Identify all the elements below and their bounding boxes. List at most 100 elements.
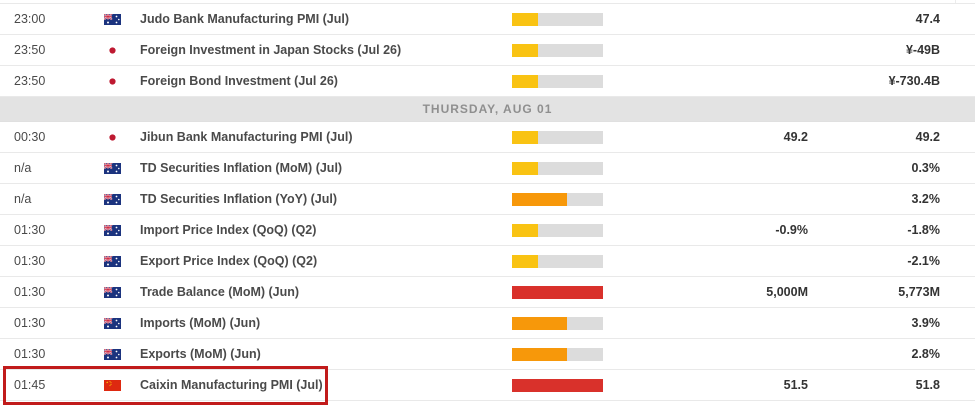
importance-bar [512, 161, 603, 175]
event-name-link[interactable]: Import Price Index (QoQ) (Q2) [140, 223, 317, 237]
importance-bar [512, 254, 603, 268]
importance-bar-fill-medium [512, 347, 567, 361]
previous-value: -2.1% [907, 254, 940, 268]
event-time: 01:30 [14, 347, 46, 361]
event-row[interactable]: 01:30 Trade Balance (MoM) (Jun) 5,000M 5,7… [0, 277, 975, 308]
event-name-link[interactable]: Trade Balance (MoM) (Jun) [140, 285, 300, 299]
event-row[interactable]: 23:00 Judo Bank Manufacturing PMI (Jul) 4… [0, 4, 975, 35]
flag-australia-icon [104, 193, 140, 205]
importance-bar [512, 378, 603, 392]
previous-value: 0.3% [911, 161, 941, 175]
flag-australia-icon [104, 255, 140, 267]
importance-bar [512, 43, 603, 57]
flag-australia-icon [104, 13, 140, 25]
event-time: 23:00 [14, 12, 46, 26]
importance-bar-track [512, 130, 603, 144]
event-row[interactable]: 23:50 Foreign Bond Investment (Jul 26) ¥-… [0, 66, 975, 97]
flag-china-icon [104, 379, 140, 391]
event-name-link[interactable]: Export Price Index (QoQ) (Q2) [140, 254, 318, 268]
importance-bar [512, 130, 603, 144]
event-time: 01:30 [14, 316, 46, 330]
importance-bar-track [512, 378, 603, 392]
importance-bar [512, 316, 603, 330]
event-name-link[interactable]: Foreign Investment in Japan Stocks (Jul … [140, 43, 402, 57]
importance-bar [512, 74, 603, 88]
importance-bar-track [512, 74, 603, 88]
importance-bar-track [512, 254, 603, 268]
importance-bar-fill-medium [512, 316, 567, 330]
event-time: 23:50 [14, 43, 46, 57]
importance-bar-track [512, 161, 603, 175]
event-name-link[interactable]: Imports (MoM) (Jun) [140, 316, 261, 330]
previous-value: ¥-49B [905, 43, 940, 57]
importance-bar-fill-low [512, 74, 539, 88]
event-row[interactable]: 00:30 Jibun Bank Manufacturing PMI (Jul)… [0, 122, 975, 153]
event-time: 01:30 [14, 254, 46, 268]
event-name-link[interactable]: Foreign Bond Investment (Jul 26) [140, 74, 338, 88]
flag-australia-icon [104, 162, 140, 174]
previous-value: 3.9% [911, 316, 941, 330]
event-row[interactable]: 23:50 Foreign Investment in Japan Stocks… [0, 35, 975, 66]
economic-calendar-table: 23:00 Judo Bank Manufacturing PMI (Jul) 4… [0, 3, 975, 407]
event-name-link[interactable]: Caixin Manufacturing PMI (Jul) [140, 378, 323, 392]
event-time: 01:30 [14, 223, 46, 237]
importance-bar-track [512, 192, 603, 206]
importance-bar-fill-low [512, 12, 539, 26]
event-time: n/a [14, 161, 32, 175]
forecast-value: 49.2 [783, 130, 808, 144]
event-row[interactable]: 01:30 Export Price Index (QoQ) (Q2) -2.1% [0, 246, 975, 277]
importance-bar-fill-low [512, 43, 539, 57]
event-row[interactable]: 01:30 Imports (MoM) (Jun) 3.9% [0, 308, 975, 339]
flag-australia-icon [104, 317, 140, 329]
event-row[interactable]: 01:30 Import Price Index (QoQ) (Q2) -0.9%… [0, 215, 975, 246]
importance-bar-track [512, 347, 603, 361]
importance-bar-fill-low [512, 130, 539, 144]
event-time: n/a [14, 192, 32, 206]
flag-australia-icon [104, 224, 140, 236]
event-name-link[interactable]: Jibun Bank Manufacturing PMI (Jul) [140, 130, 353, 144]
forecast-value: 51.5 [783, 378, 808, 392]
event-row[interactable]: n/a TD Securities Inflation (YoY) (Jul) 3… [0, 184, 975, 215]
importance-bar-fill-high [512, 378, 603, 392]
previous-value: 3.2% [911, 192, 941, 206]
event-name-link[interactable]: Judo Bank Manufacturing PMI (Jul) [140, 12, 350, 26]
event-time: 01:30 [14, 285, 46, 299]
event-row[interactable]: 01:30 Exports (MoM) (Jun) 2.8% [0, 339, 975, 370]
event-time: 01:45 [14, 378, 46, 392]
importance-bar-fill-low [512, 223, 539, 237]
event-time: 23:50 [14, 74, 46, 88]
flag-japan-icon [104, 44, 140, 56]
event-row[interactable]: 01:45 Caixin Manufacturing PMI (Jul) 51.5… [0, 366, 975, 405]
previous-value: 51.8 [915, 378, 940, 392]
importance-bar [512, 285, 603, 299]
previous-value: 5,773M [898, 285, 940, 299]
importance-bar-fill-medium [512, 192, 567, 206]
forecast-value: -0.9% [775, 223, 808, 237]
previous-value: 47.4 [915, 12, 940, 26]
previous-value: ¥-730.4B [888, 74, 940, 88]
event-time: 00:30 [14, 130, 46, 144]
importance-bar-track [512, 12, 603, 26]
importance-bar [512, 223, 603, 237]
previous-value: 49.2 [915, 130, 940, 144]
flag-japan-icon [104, 75, 140, 87]
importance-bar [512, 192, 603, 206]
day-separator-label: THURSDAY, AUG 01 [422, 102, 553, 116]
importance-bar-track [512, 43, 603, 57]
flag-australia-icon [104, 348, 140, 360]
importance-bar-track [512, 223, 603, 237]
event-name-link[interactable]: TD Securities Inflation (MoM) (Jul) [140, 161, 343, 175]
importance-bar [512, 347, 603, 361]
forecast-value: 5,000M [766, 285, 808, 299]
previous-value: -1.8% [907, 223, 940, 237]
event-row[interactable]: n/a TD Securities Inflation (MoM) (Jul) 0… [0, 153, 975, 184]
importance-bar-track [512, 285, 603, 299]
flag-australia-icon [104, 286, 140, 298]
event-name-link[interactable]: TD Securities Inflation (YoY) (Jul) [140, 192, 338, 206]
flag-japan-icon [104, 131, 140, 143]
day-separator: THURSDAY, AUG 01 [0, 97, 975, 122]
event-row[interactable]: 06:00 Nationwide Housing Prices n.s.a (M… [0, 401, 975, 407]
event-name-link[interactable]: Exports (MoM) (Jun) [140, 347, 261, 361]
importance-bar-track [512, 316, 603, 330]
